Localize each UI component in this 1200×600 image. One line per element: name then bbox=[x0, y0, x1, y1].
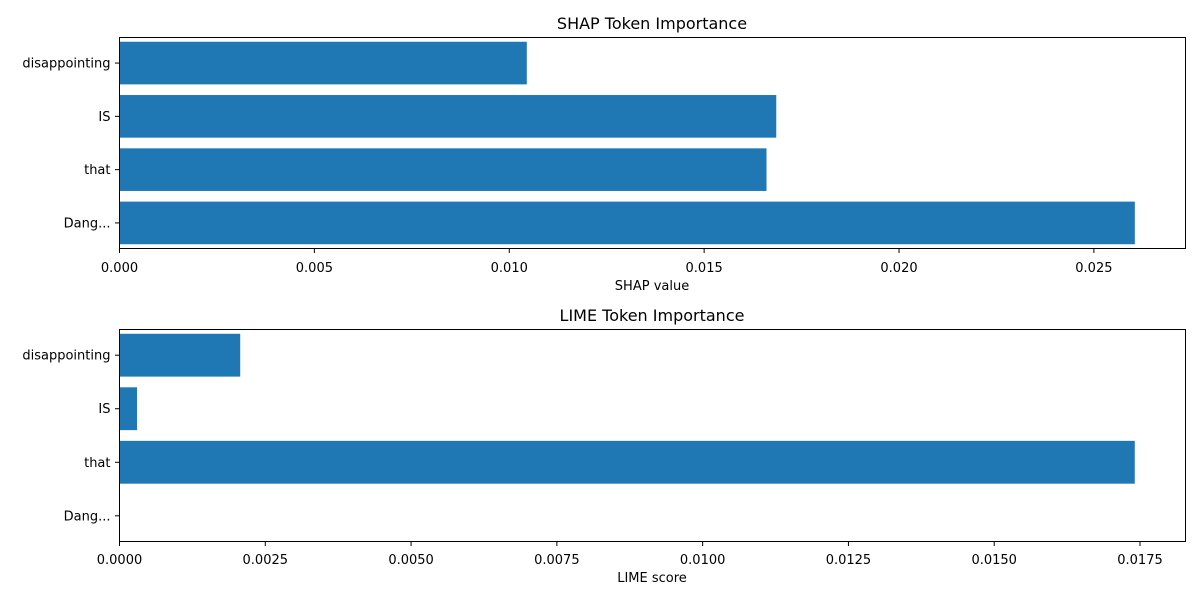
y-tick-label: IS bbox=[98, 402, 110, 417]
chart-title: SHAP Token Importance bbox=[557, 14, 747, 33]
bar bbox=[119, 387, 137, 431]
y-tick-label: IS bbox=[98, 110, 110, 125]
chart-title: LIME Token Importance bbox=[560, 306, 745, 325]
x-tick-label: 0.0075 bbox=[534, 553, 580, 568]
bar-group bbox=[119, 333, 1135, 484]
bar bbox=[119, 148, 767, 191]
shap-chart-panel: SHAP Token Importance disappointing IS tha… bbox=[22, 14, 1186, 294]
x-tick-label: 0.010 bbox=[491, 261, 528, 276]
x-axis-label: LIME score bbox=[617, 571, 687, 586]
x-tick-label: 0.0025 bbox=[243, 553, 289, 568]
y-tick-label: that bbox=[84, 163, 110, 178]
bar-group bbox=[119, 41, 1135, 245]
y-tick-group: disappointing IS that Dang... bbox=[22, 349, 120, 524]
x-tick-label: 0.020 bbox=[880, 261, 917, 276]
x-tick-label: 0.0150 bbox=[971, 553, 1017, 568]
bar bbox=[119, 95, 777, 138]
y-tick-label: disappointing bbox=[22, 57, 110, 72]
x-tick-label: 0.0000 bbox=[97, 553, 143, 568]
x-tick-group: 0.0000 0.0025 0.0050 0.0075 0.0100 0.0125 0.01… bbox=[97, 541, 1163, 568]
y-tick-label: Dang... bbox=[64, 509, 111, 524]
y-tick-group: disappointing IS that Dang... bbox=[22, 57, 120, 231]
plot-area-frame bbox=[119, 37, 1186, 249]
y-tick-label: that bbox=[84, 456, 110, 471]
bar bbox=[119, 333, 241, 377]
x-tick-label: 0.0050 bbox=[388, 553, 434, 568]
x-axis-label: SHAP value bbox=[615, 279, 689, 294]
x-tick-label: 0.0125 bbox=[826, 553, 872, 568]
y-tick-label: disappointing bbox=[22, 349, 110, 364]
bar bbox=[119, 440, 1135, 484]
x-tick-label: 0.0175 bbox=[1117, 553, 1163, 568]
x-tick-group: 0.000 0.005 0.010 0.015 0.020 0.025 bbox=[101, 248, 1113, 276]
x-tick-label: 0.015 bbox=[686, 261, 723, 276]
bar bbox=[119, 41, 527, 85]
x-tick-label: 0.005 bbox=[296, 261, 333, 276]
lime-chart-panel: LIME Token Importance disappointing IS tha… bbox=[22, 306, 1186, 586]
plot-area-frame bbox=[119, 329, 1186, 542]
x-tick-label: 0.025 bbox=[1075, 261, 1112, 276]
bar bbox=[119, 201, 1135, 245]
x-tick-label: 0.000 bbox=[101, 261, 138, 276]
x-tick-label: 0.0100 bbox=[680, 553, 726, 568]
y-tick-label: Dang... bbox=[64, 216, 111, 231]
